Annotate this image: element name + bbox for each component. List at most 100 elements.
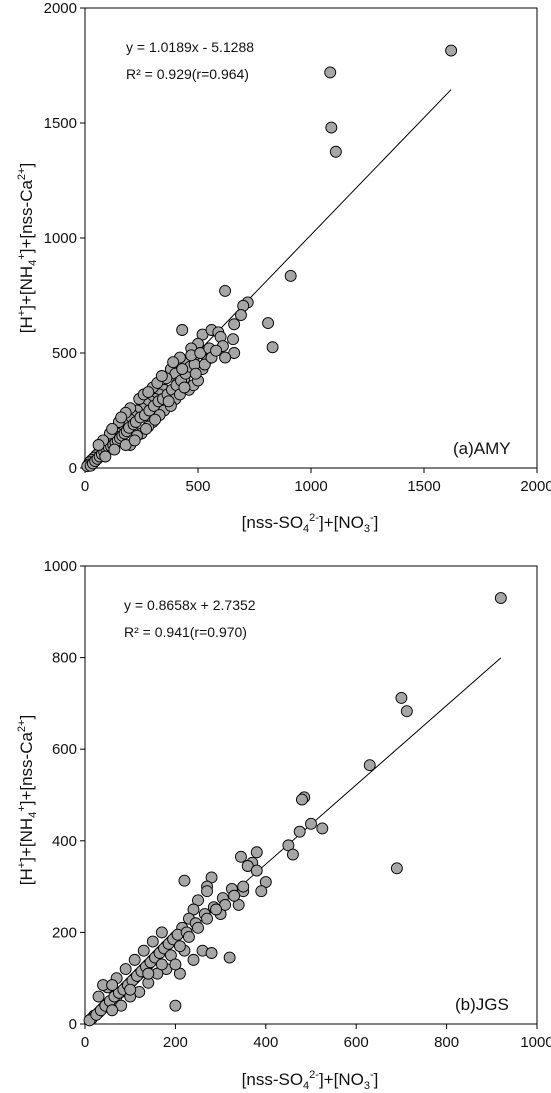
data-point [106,422,119,435]
x-axis-label: [nss-SO42-]+[NO3-] [242,512,379,535]
y-axis-label: [H+]+[NH4+]+[nss-Ca2+] [16,163,39,333]
data-point [137,944,150,957]
data-point [142,967,155,980]
data-point [149,413,162,426]
y-tick-label: 1000 [44,230,77,247]
x-axis-label: [nss-SO42-]+[NO3-] [242,1069,379,1092]
data-point [210,903,223,916]
data-point [305,817,317,830]
data-point [106,979,119,992]
data-point [128,953,141,966]
data-point [128,434,141,447]
x-tick-label: 0 [81,1034,89,1051]
panel-label: (a)AMY [453,439,511,458]
data-point [250,846,263,859]
x-tick-label: 800 [434,1034,459,1051]
x-tick-label: 1000 [520,1034,551,1051]
data-point [176,324,189,336]
data-point [155,370,168,382]
data-point [227,333,239,346]
data-point [155,958,168,971]
data-point [192,921,204,934]
data-point [205,947,218,959]
data-point [325,121,338,134]
panel-label: (b)JGS [455,995,509,1014]
data-point [234,850,247,863]
data-point [146,935,159,948]
data-point [234,309,247,321]
regression-equation: y = 1.0189x - 5.1288 [126,39,254,55]
data-point [183,931,195,943]
data-point [176,363,189,376]
y-tick-label: 1000 [44,558,77,575]
data-point [142,386,155,399]
data-point [237,880,250,893]
data-point [390,862,403,875]
y-tick-label: 500 [52,345,77,362]
data-point [124,983,137,996]
x-tick-label: 200 [163,1034,188,1051]
data-point [266,341,279,354]
data-point [219,284,232,297]
x-tick-label: 500 [185,478,210,495]
data-point [108,443,121,456]
y-axis-label: [H+]+[NH4+]+[nss-Ca2+] [16,715,39,885]
data-point [140,422,152,435]
data-point [250,864,263,877]
data-point [400,705,413,718]
regression-equation: y = 0.8658x + 2.7352 [124,597,256,613]
y-tick-label: 0 [69,1016,77,1033]
data-point [363,759,376,772]
x-tick-label: 1000 [294,478,327,495]
y-tick-label: 400 [52,833,77,850]
data-point [210,344,223,357]
r-squared-label: R² = 0.941(r=0.970) [124,624,247,640]
data-point [284,270,297,282]
data-point [178,874,191,887]
data-point [167,356,180,369]
x-tick-label: 1500 [407,478,440,495]
data-point [329,145,342,158]
data-point [228,318,241,331]
plot-area [84,565,538,1025]
data-point [178,381,191,394]
x-tick-label: 2000 [520,478,551,495]
y-tick-label: 1500 [44,115,77,132]
data-point [92,439,105,451]
data-point [173,940,186,953]
data-point [169,999,182,1012]
data-point [255,885,268,898]
y-tick-label: 0 [69,460,77,477]
data-point [223,951,236,964]
data-point [99,450,112,463]
data-point [296,793,308,806]
x-tick-label: 600 [344,1034,369,1051]
data-point [92,990,105,1003]
data-point [445,44,458,57]
data-point [201,885,213,898]
data-point [219,351,232,364]
data-point [162,395,175,408]
r-squared-label: R² = 0.929(r=0.964) [126,66,249,82]
y-tick-label: 800 [52,650,77,667]
data-point [115,411,128,424]
x-tick-label: 400 [253,1034,278,1051]
x-tick-label: 0 [81,478,89,495]
data-point [155,926,168,939]
scatter-panel-amy: 0 500 1000 1500 2000 0 500 1000 1500 2000 y = 1.0… [16,0,551,535]
data-point [293,825,306,838]
data-point [169,958,182,971]
y-tick-label: 600 [52,741,77,758]
y-tick-label: 200 [52,924,77,941]
data-point [228,889,241,902]
data-point [187,953,200,966]
data-point [189,367,202,380]
data-point [395,691,408,704]
data-point [316,822,329,835]
data-point [324,66,337,79]
scatter-panel-jgs: 0 200 400 600 800 1000 0 200 400 600 800 1000 y = 0… [16,558,551,1092]
y-tick-label: 2000 [44,0,77,17]
data-point [119,963,132,975]
data-point [262,317,275,330]
